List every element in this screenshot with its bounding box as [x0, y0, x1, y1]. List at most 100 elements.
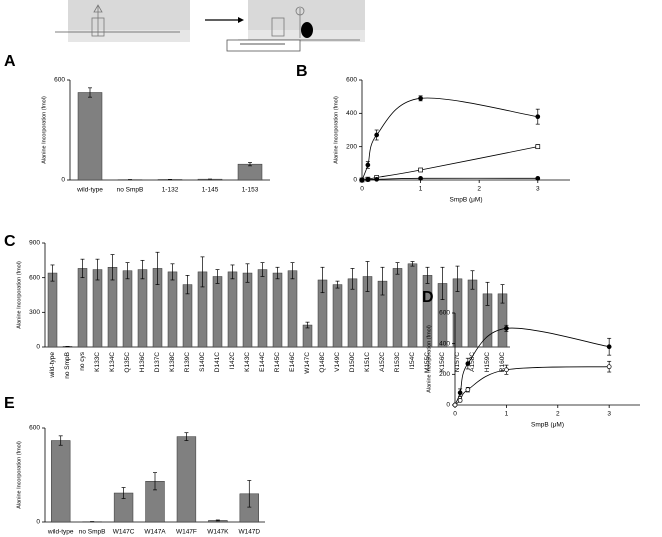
x-tick-label: W147K	[207, 529, 229, 536]
arrow-head	[238, 17, 244, 23]
point	[457, 398, 463, 403]
y-tick-label: 0	[36, 344, 40, 351]
bar	[47, 272, 58, 348]
x-tick-label: 1-153	[242, 187, 259, 194]
y-tick-label: 300	[29, 309, 40, 316]
schematic-shape	[271, 17, 285, 37]
bar	[467, 279, 478, 348]
x-tick-label: K133C	[94, 352, 101, 372]
x-tick-label: 3	[536, 186, 540, 193]
series-line	[454, 366, 610, 406]
point	[374, 132, 379, 138]
panel-label: A	[4, 53, 16, 70]
x-tick-label: Q135C	[124, 352, 131, 373]
point	[418, 95, 423, 101]
series-line	[454, 327, 610, 406]
point	[606, 364, 612, 370]
x-tick-label: no SmpB	[117, 187, 144, 194]
x-axis-label: SmpB (μM)	[531, 422, 564, 429]
bar	[77, 92, 103, 181]
x-axis-label: SmpB (μM)	[450, 197, 483, 204]
panel-label: D	[422, 289, 434, 306]
x-tick-label: wild-type	[76, 187, 103, 194]
point	[504, 367, 509, 373]
point	[418, 167, 423, 173]
point	[359, 177, 365, 183]
x-tick-label: K156C	[439, 352, 446, 372]
y-tick-label: 0	[61, 177, 65, 184]
y-tick-label: 600	[29, 274, 40, 281]
y-tick-label: 400	[346, 110, 357, 117]
y-tick-label: 600	[29, 425, 40, 432]
panel-label: B	[296, 63, 308, 80]
point	[418, 175, 423, 181]
schematic-shape	[295, 6, 305, 16]
y-tick-label: 600	[54, 77, 65, 84]
x-tick-label: K138C	[169, 352, 176, 372]
x-tick-label: 2	[477, 186, 481, 193]
x-tick-label: W147C	[113, 529, 135, 536]
series-line	[361, 146, 538, 181]
x-tick-label: I154C	[409, 352, 416, 370]
y-tick-label: 900	[29, 240, 40, 247]
x-tick-label: A152C	[379, 352, 386, 372]
x-tick-label: no SmpB	[79, 529, 106, 536]
x-tick-label: H136C	[139, 352, 146, 373]
y-axis-label: Alanine Incorporation (fmol)	[426, 325, 432, 393]
y-axis-label: Alanine Incorporation (fmol)	[16, 261, 22, 329]
x-tick-label: 1-132	[162, 187, 179, 194]
panel-label: E	[4, 395, 15, 412]
x-tick-label: wild-type	[49, 352, 56, 379]
y-tick-label: 200	[439, 371, 450, 378]
x-tick-label: M155C	[424, 352, 431, 373]
x-tick-label: N157C	[454, 352, 461, 373]
x-tick-label: 0	[453, 411, 457, 418]
x-tick-label: 2	[556, 411, 560, 418]
x-tick-label: K134C	[109, 352, 116, 372]
x-tick-label: 1	[419, 186, 423, 193]
schematic-box	[68, 0, 190, 30]
point	[535, 114, 541, 120]
bar	[176, 436, 197, 523]
bar	[212, 276, 223, 348]
panel-label: C	[4, 233, 16, 250]
x-tick-label: W147A	[144, 529, 166, 536]
bar	[122, 270, 133, 348]
y-axis-label: Alanine Incorporation (fmol)	[41, 96, 47, 164]
point	[504, 325, 509, 331]
y-axis-label: Alanine Incorporation (fmol)	[333, 96, 339, 164]
x-tick-label: E146C	[289, 352, 296, 372]
point	[457, 390, 463, 396]
x-tick-label: S140C	[199, 352, 206, 372]
x-tick-label: D150C	[349, 352, 356, 373]
x-tick-label: 1-145	[202, 187, 219, 194]
x-tick-label: R160C	[499, 352, 506, 373]
point	[606, 344, 612, 350]
x-tick-label: D137C	[154, 352, 161, 373]
schematic-box	[68, 30, 190, 42]
y-tick-label: 400	[439, 340, 450, 347]
schematic-shape	[93, 4, 103, 13]
point	[535, 144, 541, 150]
bar	[237, 163, 263, 181]
bar	[257, 269, 268, 348]
x-tick-label: 1	[505, 411, 509, 418]
x-tick-label: R153C	[394, 352, 401, 373]
bar	[407, 263, 418, 348]
x-tick-label: Q148C	[319, 352, 326, 373]
x-tick-label: 0	[360, 186, 364, 193]
x-tick-label: I142C	[229, 352, 236, 370]
bar	[242, 272, 253, 348]
bar	[332, 284, 343, 348]
point	[374, 176, 379, 182]
x-tick-label: W147C	[304, 352, 311, 374]
bar	[137, 269, 148, 348]
bar	[92, 269, 103, 348]
point	[535, 175, 541, 181]
x-tick-label: R139C	[184, 352, 191, 373]
x-tick-label: W147F	[176, 529, 197, 536]
x-tick-label: H159C	[484, 352, 491, 373]
point	[465, 361, 471, 366]
bar	[392, 268, 403, 348]
